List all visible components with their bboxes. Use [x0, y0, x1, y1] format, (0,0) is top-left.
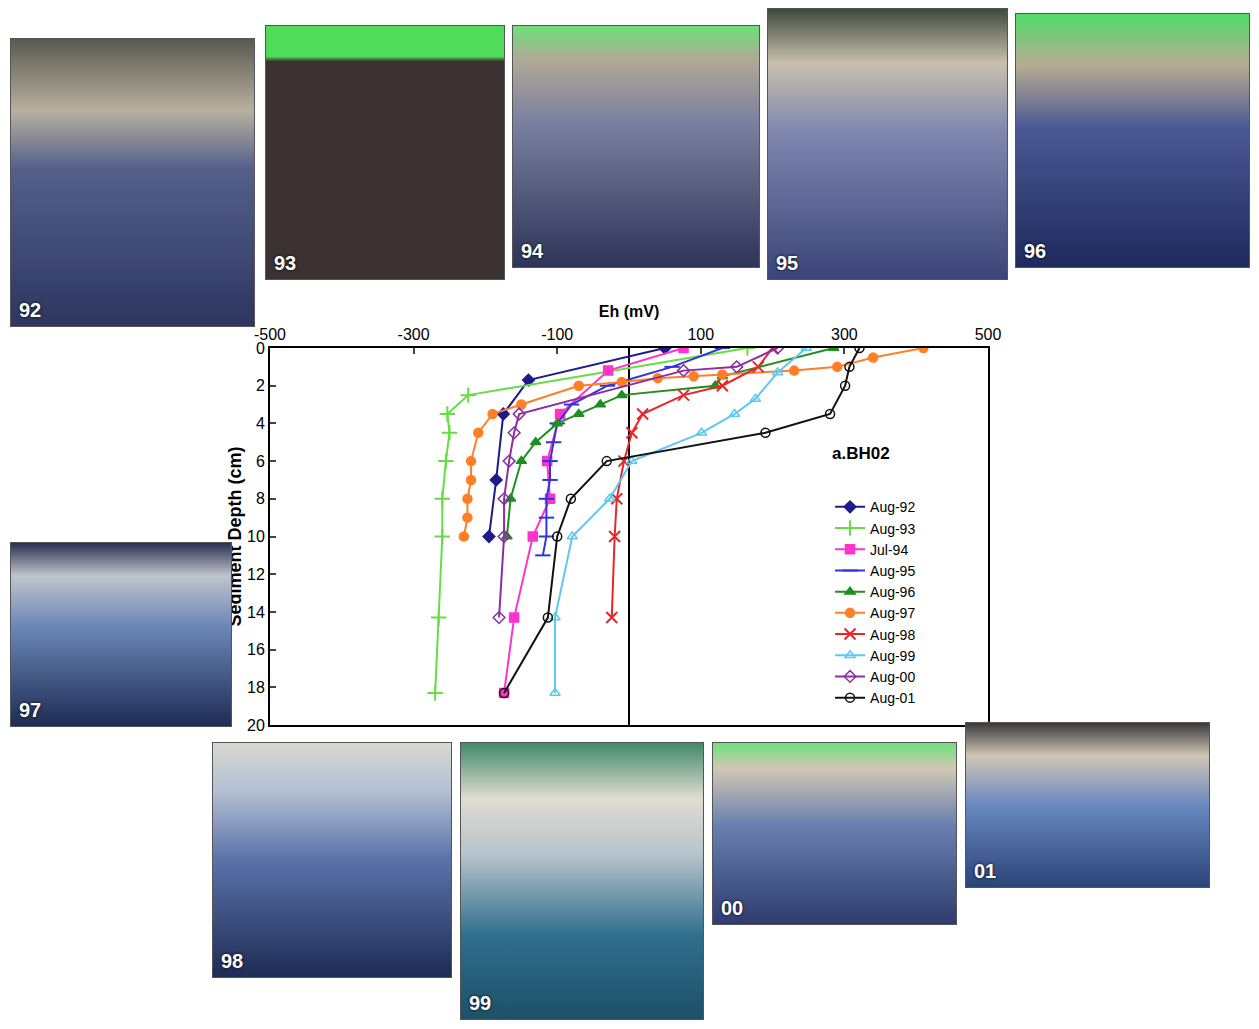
html-text:96: 96: [1024, 240, 1047, 262]
svg-text:0: 0: [256, 340, 265, 357]
svg-text:Aug-01: Aug-01: [870, 690, 915, 706]
svg-text:-300: -300: [398, 326, 430, 343]
html-text:00: 00: [721, 897, 744, 919]
svg-text:Aug-98: Aug-98: [870, 627, 915, 643]
svg-text:Aug-00: Aug-00: [870, 669, 915, 685]
html-text:95: 95: [776, 252, 799, 274]
svg-text:12: 12: [247, 566, 265, 583]
svg-text:14: 14: [247, 604, 265, 621]
svg-text:Aug-93: Aug-93: [870, 521, 915, 537]
svg-text:10: 10: [247, 528, 265, 545]
svg-text:300: 300: [831, 326, 858, 343]
html-text:93: 93: [274, 252, 297, 274]
svg-text:Sediment Depth (cm): Sediment Depth (cm): [225, 446, 245, 627]
svg-text:Aug-95: Aug-95: [870, 563, 915, 579]
svg-text:6: 6: [256, 453, 265, 470]
svg-text:100: 100: [687, 326, 714, 343]
svg-text:8: 8: [256, 490, 265, 507]
svg-text:Aug-96: Aug-96: [870, 584, 915, 600]
svg-text:-500: -500: [254, 326, 286, 343]
svg-text:Aug-92: Aug-92: [870, 499, 915, 515]
html-text:99: 99: [469, 992, 492, 1014]
html-text:94: 94: [521, 240, 544, 262]
svg-text:a.BH02: a.BH02: [832, 444, 890, 463]
svg-text:2: 2: [256, 377, 265, 394]
svg-text:-100: -100: [541, 326, 573, 343]
svg-text:16: 16: [247, 641, 265, 658]
svg-text:500: 500: [975, 326, 1002, 343]
svg-text:Aug-99: Aug-99: [870, 648, 915, 664]
html-text:92: 92: [19, 299, 42, 321]
html-text:97: 97: [19, 699, 42, 721]
svg-text:Aug-97: Aug-97: [870, 605, 915, 621]
svg-text:Jul-94: Jul-94: [870, 542, 908, 558]
svg-text:20: 20: [247, 717, 265, 734]
svg-text:18: 18: [247, 679, 265, 696]
svg-text:4: 4: [256, 415, 265, 432]
html-text:98: 98: [221, 950, 244, 972]
svg-text:Eh (mV): Eh (mV): [599, 303, 659, 320]
html-text:01: 01: [974, 860, 997, 882]
